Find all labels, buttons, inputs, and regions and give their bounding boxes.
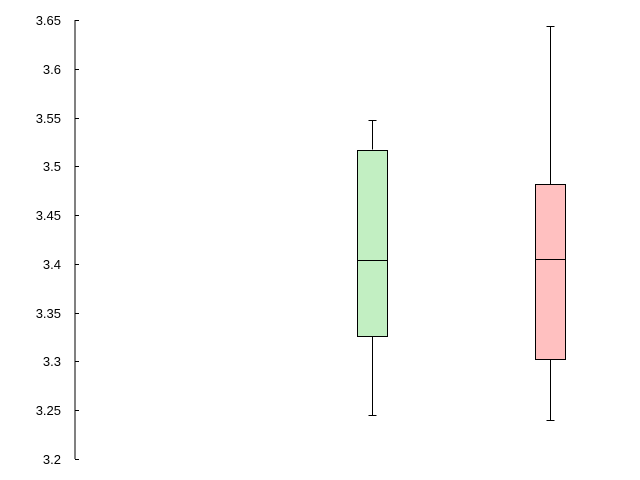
y-tick-label: 3.3 [43, 354, 61, 369]
y-tick-label: 3.4 [43, 257, 61, 272]
y-tick-label: 3.35 [36, 306, 61, 321]
y-axis: 3.2 3.25 3.3 3.35 3.4 3.45 3.5 3.55 3.6 3.65 [36, 13, 79, 467]
box-2 [535, 25, 566, 421]
y-tick-label: 3.6 [43, 62, 61, 77]
iqr-box [535, 184, 566, 360]
iqr-box [357, 150, 388, 337]
boxes [357, 25, 566, 421]
y-tick-label: 3.5 [43, 159, 61, 174]
y-tick-label: 3.45 [36, 208, 61, 223]
y-tick-label: 3.65 [36, 13, 61, 28]
y-tick-label: 3.55 [36, 111, 61, 126]
y-tick-label: 3.25 [36, 403, 61, 418]
box-1 [357, 120, 388, 416]
y-tick-label: 3.2 [43, 452, 61, 467]
